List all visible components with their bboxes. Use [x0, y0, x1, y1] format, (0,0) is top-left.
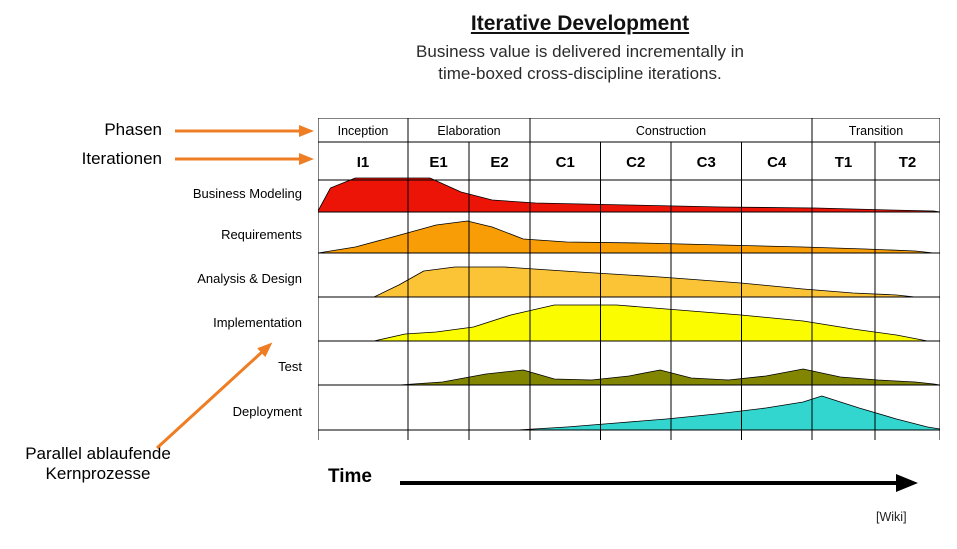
parallel-annotation-line1: Parallel ablaufende: [25, 444, 171, 463]
iteration-label-c2: C2: [626, 154, 645, 171]
phase-label-elaboration: Elaboration: [437, 124, 500, 138]
row-label-business-modeling: Business Modeling: [192, 186, 302, 201]
iteration-label-i1: I1: [357, 154, 370, 171]
parallel-annotation: Parallel ablaufende Kernprozesse: [0, 444, 196, 485]
row-label-implementation: Implementation: [213, 315, 302, 330]
discipline-labels: Business Modeling Requirements Analysis & …: [0, 118, 310, 440]
title-block: Iterative Development Business value is …: [280, 12, 880, 85]
time-axis-label: Time: [328, 466, 373, 487]
phasen-annotation: Phasen: [104, 120, 162, 139]
row-label-test: Test: [278, 359, 302, 374]
iterationen-annotation: Iterationen: [81, 149, 162, 168]
discipline-hump-requirements: [318, 220, 935, 254]
row-label-deployment: Deployment: [232, 404, 302, 419]
phase-label-construction: Construction: [636, 124, 706, 138]
chart-subtitle-line2: time-boxed cross-discipline iterations.: [438, 64, 722, 84]
iteration-hump-chart: Inception Elaboration Construction Transiti…: [318, 118, 940, 440]
iteration-label-e1: E1: [429, 154, 447, 171]
iteration-label-c3: C3: [697, 154, 716, 171]
phase-label-inception: Inception: [338, 124, 389, 138]
phase-label-transition: Transition: [849, 124, 903, 138]
discipline-hump-deployment: [516, 395, 940, 431]
row-label-requirements: Requirements: [221, 227, 302, 242]
iteration-label-t2: T2: [899, 154, 917, 171]
iteration-label-e2: E2: [490, 154, 508, 171]
discipline-hump-analysis-design: [373, 266, 916, 298]
iteration-label-c4: C4: [767, 154, 787, 171]
iteration-label-c1: C1: [556, 154, 575, 171]
iteration-label-t1: T1: [835, 154, 853, 171]
discipline-hump-business-modeling: [318, 177, 940, 213]
source-credit: [Wiki]: [876, 510, 907, 524]
discipline-hump-test: [398, 368, 940, 386]
chart-title: Iterative Development: [470, 12, 690, 35]
discipline-hump-implementation: [373, 304, 928, 342]
parallel-annotation-line2: Kernprozesse: [45, 464, 151, 484]
row-label-analysis-design: Analysis & Design: [197, 271, 302, 286]
chart-subtitle-line1: Business value is delivered incrementall…: [416, 42, 744, 61]
